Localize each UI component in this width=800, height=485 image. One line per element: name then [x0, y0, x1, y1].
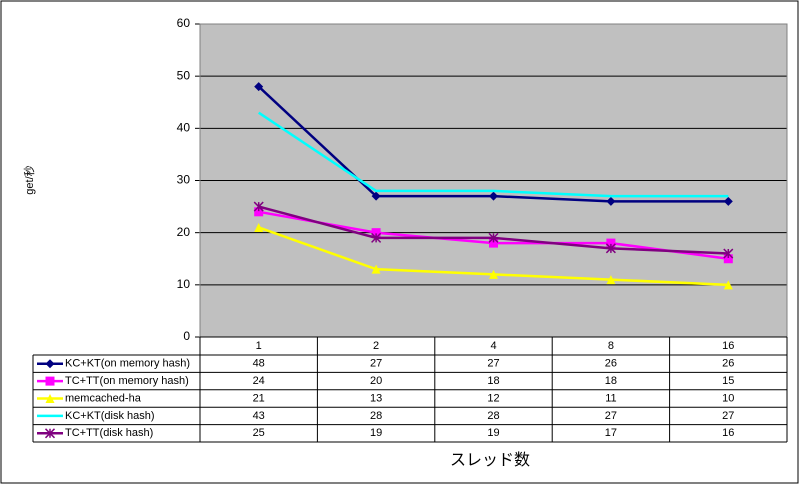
marker — [44, 428, 56, 439]
x-tick-label: 4 — [490, 340, 496, 352]
y-tick-label: 50 — [177, 68, 191, 82]
y-tick-label: 30 — [177, 173, 191, 187]
x-tick-label: 16 — [722, 340, 734, 352]
marker — [371, 228, 381, 238]
marker — [254, 222, 264, 232]
table-value: 21 — [253, 392, 265, 404]
x-tick-label: 1 — [256, 340, 262, 352]
x-axis-title: スレッド数 — [450, 451, 530, 469]
y-tick-label: 20 — [177, 225, 191, 239]
legend-label: TC+TT(disk hash) — [65, 427, 153, 439]
table-value: 27 — [605, 410, 617, 422]
marker — [254, 207, 264, 217]
table-value: 43 — [253, 410, 265, 422]
marker — [45, 359, 55, 369]
y-tick-label: 60 — [177, 16, 191, 30]
marker — [606, 238, 616, 248]
marker — [371, 264, 381, 274]
y-tick-label: 40 — [177, 121, 191, 135]
table-value: 28 — [370, 410, 382, 422]
marker — [45, 376, 55, 386]
x-tick-label: 8 — [608, 340, 614, 352]
y-axis-title: get/秒 — [22, 165, 36, 194]
table-value: 15 — [722, 375, 734, 387]
y-tick-label: 0 — [183, 329, 190, 343]
table-value: 12 — [487, 392, 499, 404]
table-value: 10 — [722, 392, 734, 404]
table-value: 28 — [487, 410, 499, 422]
marker — [488, 232, 499, 243]
table-value: 19 — [370, 427, 382, 439]
table-value: 17 — [605, 427, 617, 439]
legend-label: memcached-ha — [65, 392, 142, 404]
table-value: 13 — [370, 392, 382, 404]
table-value: 27 — [722, 410, 734, 422]
legend-label: KC+KT(disk hash) — [65, 410, 155, 422]
table-value: 26 — [722, 358, 734, 370]
marker — [371, 232, 382, 243]
table-value: 27 — [487, 358, 499, 370]
table-value: 27 — [370, 358, 382, 370]
table-value: 18 — [487, 375, 499, 387]
legend-marker — [44, 428, 56, 439]
table-value: 20 — [370, 375, 382, 387]
x-tick-label: 2 — [373, 340, 379, 352]
marker — [605, 243, 616, 254]
marker — [489, 191, 498, 201]
marker — [253, 201, 264, 212]
table-value: 24 — [253, 375, 265, 387]
marker — [489, 269, 498, 279]
marker — [254, 82, 264, 92]
table-value: 18 — [605, 375, 617, 387]
legend-label: TC+TT(on memory hash) — [65, 375, 189, 387]
table-value: 16 — [722, 427, 734, 439]
marker — [371, 191, 381, 201]
series-line — [258, 111, 729, 198]
marker — [606, 275, 616, 285]
legend-marker — [45, 394, 55, 403]
table-value: 11 — [605, 392, 616, 404]
marker — [45, 394, 55, 403]
table-value: 48 — [253, 358, 265, 370]
legend-marker — [45, 376, 55, 386]
legend-label: KC+KT(on memory hash) — [65, 358, 190, 370]
y-tick-label: 10 — [177, 277, 191, 291]
legend-marker — [45, 359, 55, 369]
table-value: 25 — [253, 427, 265, 439]
marker — [723, 248, 734, 259]
marker — [723, 254, 733, 264]
marker — [606, 196, 616, 206]
table-value: 26 — [605, 358, 617, 370]
marker — [723, 280, 733, 290]
marker — [489, 238, 498, 248]
table-value: 19 — [487, 427, 499, 439]
marker — [723, 196, 733, 206]
